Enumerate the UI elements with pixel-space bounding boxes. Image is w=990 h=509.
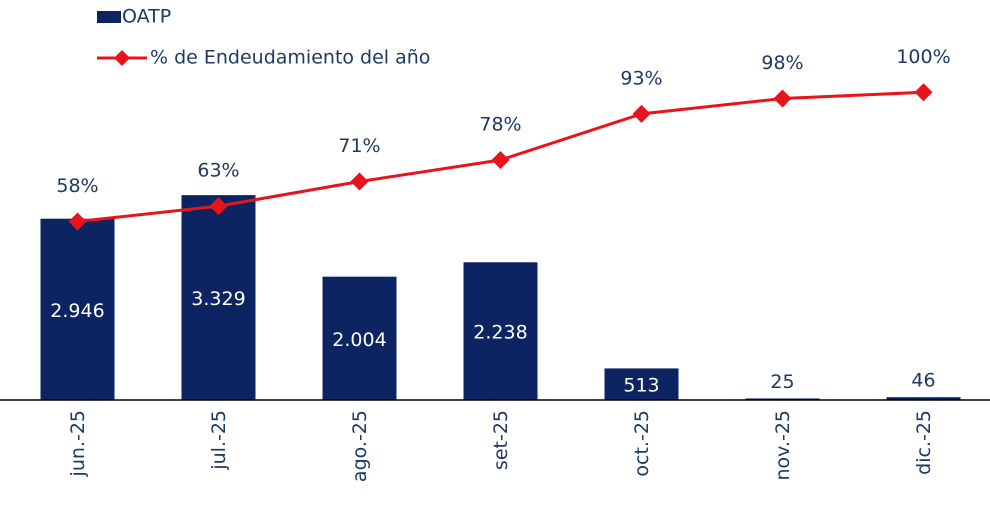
line-value-label: 93%: [620, 67, 662, 89]
x-tick-label: nov.-25: [772, 410, 794, 481]
line-value-label: 100%: [896, 46, 950, 68]
line-value-label: 78%: [479, 114, 521, 136]
legend-marker: [114, 50, 130, 66]
legend-swatch: [97, 11, 121, 23]
bar-value-label: 2.238: [473, 322, 527, 344]
bar: [745, 398, 820, 400]
line-marker: [68, 212, 87, 231]
line-marker: [914, 83, 933, 102]
line-value-label: 71%: [338, 135, 380, 157]
line-marker: [209, 197, 228, 216]
line-marker: [773, 89, 792, 108]
x-tick-label: jun.-25: [67, 410, 89, 477]
bar: [604, 368, 679, 400]
legend-label: % de Endeudamiento del año: [150, 47, 430, 69]
x-tick-label: dic.-25: [913, 410, 935, 475]
bar-value-label: 2.004: [332, 329, 386, 351]
bar: [40, 218, 115, 400]
line-value-label: 63%: [197, 160, 239, 182]
bar: [322, 276, 397, 400]
x-tick-label: ago.-25: [349, 410, 371, 482]
line-marker: [632, 104, 651, 123]
bar: [463, 262, 538, 400]
x-tick-label: jul.-25: [208, 410, 230, 471]
x-tick-label: set-25: [490, 410, 512, 470]
bar-value-label: 3.329: [191, 288, 245, 310]
bar: [181, 195, 256, 400]
legend-label: OATP: [122, 6, 171, 28]
bar-value-label: 25: [770, 371, 794, 393]
bar: [886, 397, 961, 400]
line-value-label: 98%: [761, 52, 803, 74]
bar-value-label: 513: [623, 375, 659, 397]
x-tick-label: oct.-25: [631, 410, 653, 477]
bar-value-label: 2.946: [50, 300, 104, 322]
line-value-label: 58%: [56, 175, 98, 197]
line-marker: [350, 172, 369, 191]
bar-value-label: 46: [911, 370, 935, 392]
line-marker: [491, 151, 510, 169]
